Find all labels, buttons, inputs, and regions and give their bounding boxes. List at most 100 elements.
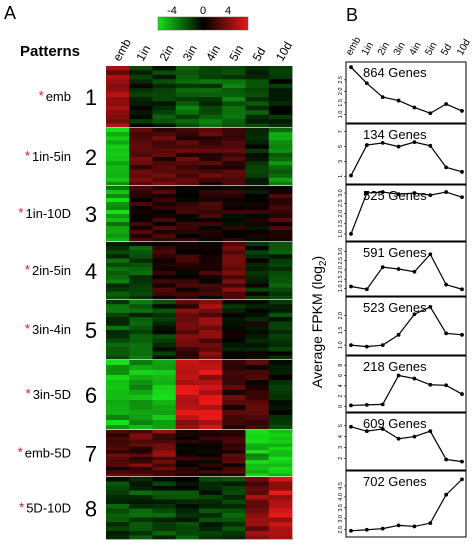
heatmap-cell: [129, 508, 153, 514]
heatmap-cell: [175, 198, 200, 203]
heatmap-cell: [129, 119, 153, 124]
heatmap-cell: [129, 186, 153, 191]
heatmap-cell: [152, 456, 177, 461]
heatmap-cell: [152, 242, 177, 247]
heatmap-cell: [199, 330, 223, 335]
heatmap-cell: [106, 477, 130, 482]
line-panel-x-label: 4in: [408, 40, 424, 57]
heatmap-block: [106, 430, 293, 478]
heatmap-block: [106, 477, 293, 541]
heatmap-cell: [245, 304, 270, 309]
line-panel-x-label: 2in: [376, 40, 392, 57]
heatmap-cell: [129, 513, 153, 518]
heatmap-cell: [152, 325, 177, 331]
heatmap-cell: [106, 526, 130, 532]
heatmap-cell: [199, 535, 223, 541]
heatmap-cell: [222, 508, 246, 514]
heatmap-cell: [268, 222, 293, 227]
heatmap-cell: [199, 210, 223, 215]
heatmap-cell: [199, 97, 223, 102]
heatmap-cell: [245, 186, 270, 191]
heatmap-cell: [129, 287, 153, 293]
heatmap-cell: [129, 66, 153, 71]
data-point: [396, 373, 401, 378]
heatmap-cell: [129, 165, 153, 170]
heatmap-cell: [222, 161, 246, 166]
data-point: [396, 523, 401, 528]
y-tick-label: 2.0: [338, 312, 344, 320]
heatmap-cell: [175, 473, 200, 478]
heatmap-cell: [199, 420, 223, 426]
data-point: [349, 424, 353, 429]
heatmap-cell: [152, 453, 177, 458]
heatmap-cell: [245, 420, 270, 426]
data-point: [349, 173, 353, 178]
heatmap-cell: [245, 198, 270, 203]
heatmap-cell: [152, 222, 177, 227]
heatmap-cell: [222, 325, 246, 331]
heatmap-cell: [106, 148, 130, 154]
heatmap-cell: [268, 433, 293, 438]
heatmap-cell: [222, 334, 246, 339]
heatmap-cell: [175, 97, 200, 102]
heatmap-cell: [268, 446, 293, 451]
heatmap-cell: [268, 173, 293, 179]
heatmap-cell: [268, 410, 293, 416]
heatmap-cell: [129, 114, 153, 120]
heatmap-cell: [222, 522, 246, 527]
heatmap-cell: [222, 446, 246, 451]
heatmap-cell: [268, 325, 293, 331]
heatmap-cell: [106, 347, 130, 352]
heatmap-cell: [245, 508, 270, 514]
heatmap-cell: [106, 295, 130, 301]
heatmap-cell: [222, 321, 246, 327]
data-point: [364, 429, 369, 434]
heatmap-cell: [129, 463, 153, 468]
heatmap-cell: [175, 486, 200, 491]
heatmap-cell: [222, 470, 246, 475]
heatmap-cell: [106, 119, 130, 124]
heatmap-cell: [106, 351, 130, 357]
heatmap-cell: [129, 342, 153, 348]
heatmap-cell: [222, 194, 246, 199]
heatmap-cell: [152, 66, 177, 71]
heatmap-cell: [152, 351, 177, 357]
heatmap-cell: [129, 400, 153, 406]
heatmap-cell: [268, 351, 293, 357]
heatmap-cell: [129, 291, 153, 297]
heatmap-cell: [106, 385, 130, 391]
heatmap-cell: [152, 375, 177, 381]
heatmap-cell: [106, 97, 130, 102]
y-tick-label: 3.0: [338, 515, 344, 523]
heatmap-cell: [222, 295, 246, 301]
heatmap-cell: [175, 470, 200, 475]
heatmap-cell: [245, 495, 270, 500]
heatmap-cell: [268, 266, 293, 272]
heatmap-cell: [152, 97, 177, 102]
heatmap-cell: [199, 325, 223, 331]
heatmap-cell: [152, 173, 177, 179]
heatmap-cell: [129, 74, 153, 80]
y-axis-title-end: ): [309, 256, 325, 261]
heatmap-cell: [129, 405, 153, 411]
heatmap-cell: [222, 375, 246, 381]
heatmap-cell: [106, 390, 130, 396]
data-point: [412, 140, 417, 145]
data-point: [444, 457, 449, 462]
heatmap-cell: [268, 114, 293, 120]
heatmap-cell: [129, 440, 153, 444]
heatmap-cell: [152, 70, 177, 76]
heatmap-cell: [106, 342, 130, 348]
heatmap-cell: [222, 531, 246, 536]
heatmap-cell: [152, 430, 177, 434]
heatmap-cell: [268, 481, 293, 487]
heatmap-cell: [199, 415, 223, 421]
heatmap-cell: [129, 222, 153, 227]
heatmap-cell: [106, 486, 130, 491]
heatmap-cell: [106, 450, 130, 454]
heatmap-cell: [106, 210, 130, 215]
y-tick-label: 1: [338, 175, 344, 178]
heatmap-cell: [152, 206, 177, 211]
heatmap-cell: [175, 385, 200, 391]
heatmap-cell: [152, 161, 177, 166]
